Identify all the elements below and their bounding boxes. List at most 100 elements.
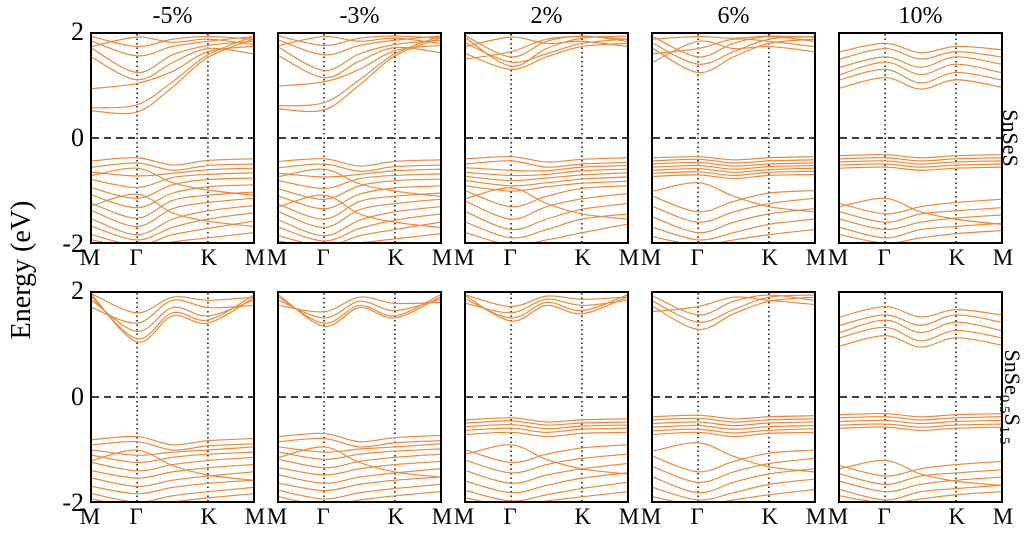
energy-band <box>92 198 253 226</box>
energy-band <box>653 429 814 433</box>
energy-band <box>840 199 1001 214</box>
x-tick-label-K: K <box>574 504 592 529</box>
energy-band <box>840 43 1001 52</box>
band-panel-SnSeS-10% <box>838 32 1003 244</box>
energy-band <box>653 219 814 240</box>
x-tick-label-M: M <box>640 245 662 270</box>
energy-band <box>840 414 1001 417</box>
row-label-subscript: 1.5 <box>995 425 1012 445</box>
energy-band <box>466 173 627 181</box>
energy-band <box>92 233 253 242</box>
x-tick-label-K: K <box>200 504 218 529</box>
energy-band <box>653 443 814 472</box>
x-tick-label-K: K <box>761 504 779 529</box>
energy-band <box>653 230 814 242</box>
energy-band <box>92 163 253 170</box>
x-tick-label-M: M <box>992 504 1014 529</box>
energy-band <box>840 69 1001 83</box>
x-tick-label-Γ: Γ <box>877 504 891 529</box>
energy-band <box>279 461 440 475</box>
row-label-text: SnSe <box>1000 349 1024 395</box>
band-panel-SnSe0.5S1.5-2% <box>464 291 629 503</box>
energy-band <box>466 39 627 62</box>
energy-band <box>840 208 1001 223</box>
y-axis-title: Energy (eV) <box>6 200 37 340</box>
energy-band <box>653 168 814 172</box>
energy-band <box>840 62 1001 74</box>
band-panel-SnSeS--5% <box>90 32 255 244</box>
energy-band <box>840 78 1001 89</box>
energy-band <box>653 432 814 436</box>
energy-band <box>840 461 1001 476</box>
energy-band <box>653 174 814 178</box>
energy-band <box>653 39 814 54</box>
energy-band <box>840 167 1001 170</box>
energy-band <box>92 37 253 47</box>
energy-band <box>653 183 814 212</box>
energy-band <box>466 295 627 306</box>
energy-band <box>466 473 627 493</box>
energy-band <box>840 49 1001 59</box>
energy-band <box>92 41 253 72</box>
energy-band <box>466 295 627 318</box>
energy-band <box>840 198 1001 224</box>
band-structure-svg <box>466 34 627 242</box>
x-tick-label-M: M <box>79 245 101 270</box>
x-tick-label-M: M <box>244 504 266 529</box>
column-titles: -5% -3% 2% 6% 10% <box>90 2 1003 32</box>
energy-band <box>279 295 440 323</box>
y-tick-row1-2: 2 <box>71 17 84 46</box>
band-structure-svg <box>840 293 1001 501</box>
energy-band <box>92 213 253 240</box>
x-tick-label-K: K <box>387 245 405 270</box>
row-label-text: SnSeS <box>998 109 1023 167</box>
energy-band <box>279 169 440 196</box>
energy-band <box>279 222 440 242</box>
panel-row-snses <box>90 32 1003 244</box>
energy-band <box>653 479 814 500</box>
band-panel-SnSe0.5S1.5--5% <box>90 291 255 503</box>
energy-band <box>653 171 814 175</box>
y-tick-row2-2: 2 <box>71 276 84 305</box>
energy-band <box>466 186 627 207</box>
band-structure-svg <box>653 34 814 242</box>
energy-band <box>653 469 814 493</box>
energy-band <box>466 157 627 162</box>
energy-band <box>92 300 253 331</box>
column-title-10: 10% <box>898 3 943 29</box>
x-tick-label-M: M <box>992 245 1014 270</box>
energy-band <box>466 445 627 463</box>
energy-band <box>840 231 1001 242</box>
energy-band <box>466 181 627 191</box>
energy-band <box>466 421 627 425</box>
energy-band <box>840 427 1001 430</box>
energy-band <box>840 307 1001 317</box>
energy-band <box>653 422 814 426</box>
energy-band <box>279 234 440 242</box>
energy-band <box>466 492 627 501</box>
energy-band <box>279 179 440 199</box>
energy-band <box>653 209 814 233</box>
energy-band <box>279 438 440 447</box>
energy-band <box>466 454 627 473</box>
x-tick-label-M: M <box>453 245 475 270</box>
x-tick-label-Γ: Γ <box>316 245 330 270</box>
panel-row-snse05s15 <box>90 291 1003 503</box>
energy-band <box>840 161 1001 164</box>
energy-band <box>653 166 814 170</box>
energy-band <box>840 327 1001 341</box>
energy-band <box>92 168 253 176</box>
energy-band <box>466 169 627 175</box>
energy-band <box>92 173 253 188</box>
energy-band <box>279 214 440 241</box>
energy-band <box>279 454 440 468</box>
energy-band <box>466 428 627 432</box>
band-structure-svg <box>279 293 440 501</box>
energy-band <box>279 299 440 318</box>
energy-band <box>92 48 253 79</box>
